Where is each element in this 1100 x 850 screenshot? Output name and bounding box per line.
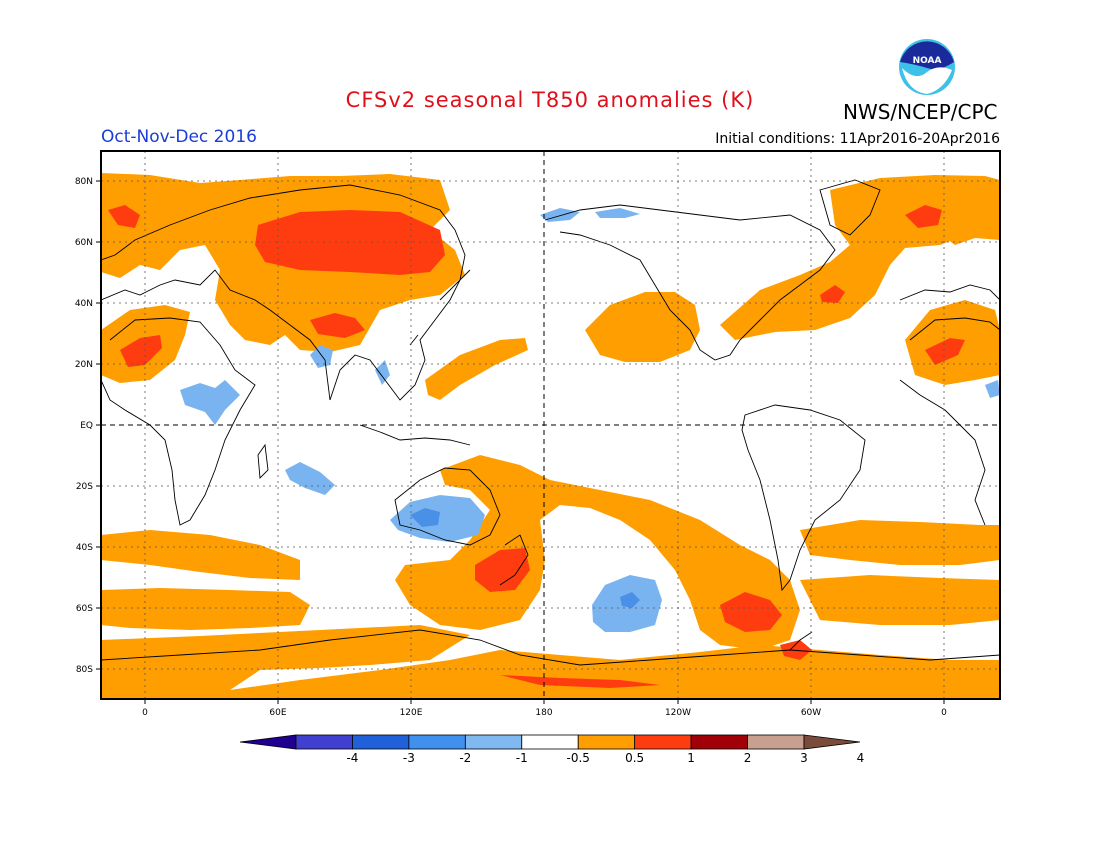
lon-label: 180: [535, 708, 552, 718]
agency-label: NWS/NCEP/CPC: [843, 100, 998, 124]
noaa-logo-text: NOAA: [913, 56, 942, 66]
lon-labels: 0 60E 120E 180 120W 60W 0: [142, 708, 947, 718]
colorbar-segment: [690, 734, 748, 750]
colorbar-label: -1: [515, 751, 528, 765]
colorbar-arrow-high: [803, 734, 861, 750]
strong-warm-anomaly-areas: [108, 205, 965, 688]
graticule: [101, 151, 1000, 699]
colorbar-label: -3: [402, 751, 415, 765]
lat-label: 60N: [75, 238, 93, 248]
lat-label: 60S: [76, 604, 93, 614]
colorbar-segment: [577, 734, 636, 750]
colorbar-label: 3: [800, 751, 808, 765]
colorbar-label: -4: [346, 751, 359, 765]
colorbar-segment: [352, 734, 410, 750]
lat-label: 20S: [76, 482, 93, 492]
colorbar-segment: [634, 734, 692, 750]
stronger-cool-anomaly-areas: [410, 508, 640, 608]
lat-ticks: [96, 180, 945, 704]
initial-conditions: Initial conditions: 11Apr2016-20Apr2016: [715, 131, 1000, 147]
colorbar-segment: [464, 734, 523, 750]
lat-label: 80N: [75, 177, 93, 187]
warm-anomaly-areas: [101, 173, 1000, 699]
equator-dateline: [101, 151, 1000, 699]
lat-label: 40S: [76, 543, 93, 553]
forecast-period: Oct-Nov-Dec 2016: [101, 127, 257, 147]
lon-label: 0: [941, 708, 947, 718]
colorbar-label: 4: [856, 751, 865, 765]
lon-label: 60E: [269, 708, 286, 718]
lon-label: 0: [142, 708, 148, 718]
lat-label: EQ: [80, 421, 93, 431]
lon-label: 60W: [801, 708, 821, 718]
colorbar-segment: [521, 734, 579, 750]
figure-title: CFSv2 seasonal T850 anomalies (K): [345, 88, 755, 112]
lat-label: 40N: [75, 299, 93, 309]
colorbar-label: -2: [459, 751, 472, 765]
lon-label: 120W: [665, 708, 691, 718]
lon-label: 120E: [400, 708, 423, 718]
colorbar-segment: [295, 734, 353, 750]
colorbar: [239, 734, 861, 750]
anomaly-field: [101, 173, 1000, 699]
colorbar-label: -0.5: [566, 751, 590, 765]
lat-label: 80S: [76, 665, 93, 675]
lat-label: 20N: [75, 360, 93, 370]
colorbar-label: 1: [687, 751, 695, 765]
colorbar-arrow-low: [239, 734, 297, 750]
colorbar-label: 2: [743, 751, 752, 765]
noaa-logo: NOAA: [899, 39, 955, 95]
colorbar-segment: [747, 734, 805, 750]
colorbar-label: 0.5: [625, 751, 645, 765]
lat-labels: 80N 60N 40N 20N EQ 20S 40S 60S 80S: [75, 177, 93, 675]
coastlines: [101, 179, 1000, 666]
colorbar-segment: [408, 734, 466, 750]
